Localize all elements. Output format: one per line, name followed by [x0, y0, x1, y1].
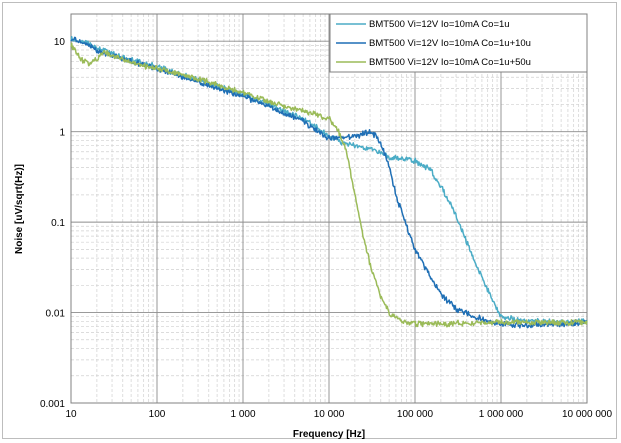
legend: BMT500 Vi=12V Io=10mA Co=1u BMT500 Vi=12…: [329, 13, 588, 73]
legend-label-2: BMT500 Vi=12V Io=10mA Co=1u+10u: [369, 38, 531, 49]
series-lines: [70, 36, 588, 329]
plot-border: [70, 13, 588, 404]
y-tick-label: 0.01: [46, 309, 66, 320]
major-grid: [71, 14, 587, 403]
x-tick-label: 1 000 000: [479, 409, 524, 420]
legend-box: [329, 13, 588, 73]
x-axis-label: Frequency [Hz]: [293, 429, 365, 440]
x-tick-label: 10 000: [314, 409, 345, 420]
y-tick-label: 1: [59, 128, 65, 139]
y-tick-labels: 10 1 0.1 0.01 0.001: [40, 37, 65, 410]
legend-label-1: BMT500 Vi=12V Io=10mA Co=1u: [369, 19, 510, 30]
legend-label-3: BMT500 Vi=12V Io=10mA Co=1u+50u: [369, 57, 531, 68]
x-tick-label: 100: [149, 409, 166, 420]
x-tick-label: 10 000 000: [562, 409, 612, 420]
y-tick-label: 10: [54, 37, 66, 48]
series-line-2: [70, 36, 588, 329]
x-tick-labels: 10 100 1 000 10 000 100 000 1 000 000 10 000 0…: [65, 409, 612, 420]
y-tick-label: 0.1: [51, 218, 65, 229]
x-tick-label: 1 000: [230, 409, 255, 420]
y-tick-label: 0.001: [40, 399, 65, 410]
series-line-3: [70, 42, 588, 328]
y-axis-label: Noise [uV/sqrt(Hz)]: [14, 164, 25, 254]
x-tick-label: 100 000: [397, 409, 434, 420]
x-tick-label: 10: [65, 409, 77, 420]
